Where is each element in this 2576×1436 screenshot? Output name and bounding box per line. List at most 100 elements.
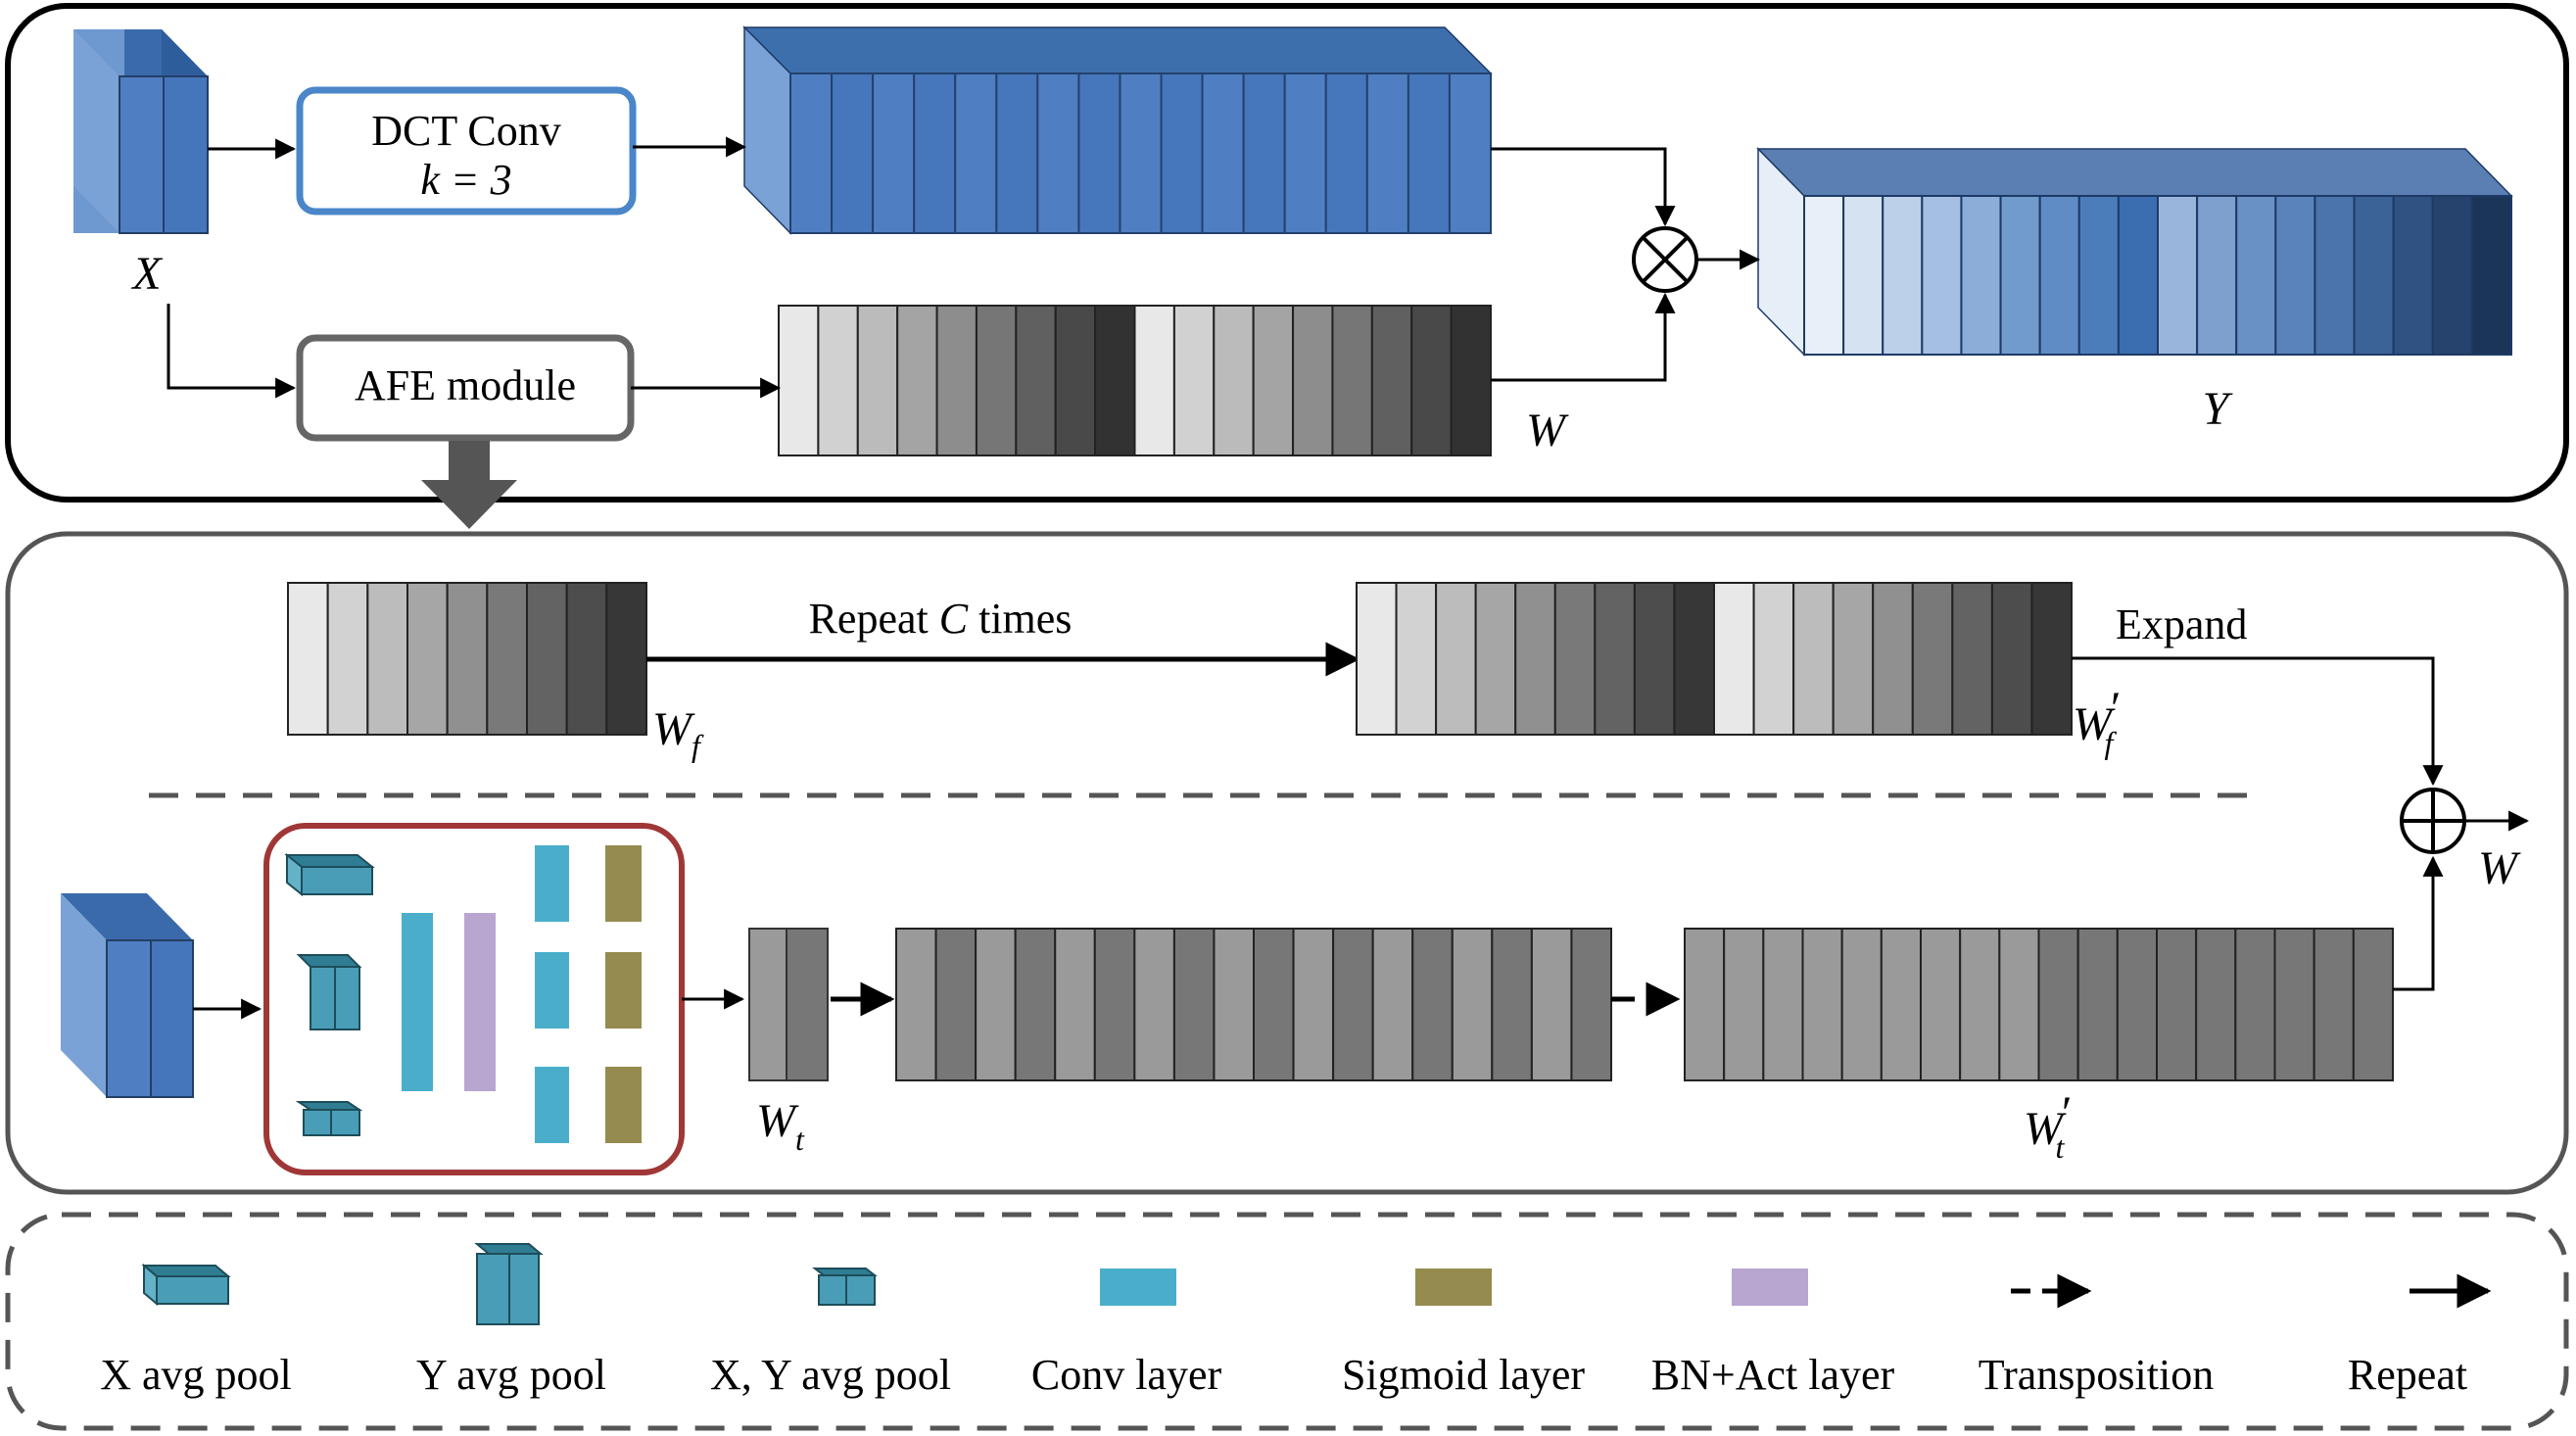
wt-prime-strip [1684,928,2394,1081]
dct-block-top [742,26,1493,74]
afe-output-w-label: W [2478,842,2521,894]
wt-prime-cell [2076,928,2119,1081]
wt-repeated-cell [1054,928,1096,1081]
w-cell [896,305,938,456]
arrow-expand-to-add [2072,656,2444,787]
y-channel [2077,195,2120,356]
y-channel [2274,195,2316,356]
dct-channel [1077,72,1121,234]
wt-prime-cell [1684,928,1726,1081]
wt-prime-cell [1920,928,1962,1081]
wt-prime-cell [1880,928,1923,1081]
legend-label-transposition: Transposition [1979,1351,2214,1399]
wt-strip [748,928,829,1081]
wf-prime-cell [1514,582,1556,736]
legend-frame [5,1212,2569,1431]
dct-channel [1407,72,1451,234]
y-channel [2038,195,2080,356]
weight-w-strip [778,305,1492,456]
y-channel [2235,195,2277,356]
wf-cell [446,582,489,736]
w-cell [975,305,1018,456]
wt-prime-cell [1959,928,2001,1081]
w-cell [1094,305,1136,456]
wf-prime-cell [1872,582,1914,736]
y-channel [2392,195,2434,356]
y-channel [2117,195,2160,356]
y-channel [1960,195,2002,356]
sigmoid-layer-1 [605,845,642,922]
wf-prime-cell [1752,582,1795,736]
wt-repeated-cell [1332,928,1374,1081]
wt-repeated-cell [1093,928,1136,1081]
wf-prime-strip [1356,582,2073,736]
wt-prime-cell [2116,928,2158,1081]
expand-label: Expand [2116,600,2247,648]
wf-cell [486,582,529,736]
wf-cell [565,582,608,736]
w-cell [817,305,859,456]
y-channel [1882,195,1924,356]
wt-repeated-cell [1491,928,1533,1081]
conv-layer-2 [535,952,569,1029]
wt-repeated-cell [1451,928,1494,1081]
weight-w-label: W [1526,405,1569,456]
w-cell [1410,305,1453,456]
wt-repeated-cell [1133,928,1175,1081]
y-channel [1803,195,1845,356]
y-channel [1921,195,1963,356]
output-y-block [1756,147,2513,357]
y-channel [2314,195,2356,356]
x-avg-pool-icon [284,852,375,897]
wt-repeated-cell [1172,928,1216,1081]
wt-prime-label: W′ t [2024,1087,2071,1165]
dct-conv-title: DCT Conv [371,107,561,155]
y-channel [2431,195,2473,356]
wf-prime-cell [1911,582,1954,736]
dct-channel [872,72,916,234]
w-cell [778,305,820,456]
top-panel-frame [5,3,2569,503]
w-cell [1213,305,1255,456]
wt-prime-cell [2313,928,2355,1081]
input-x-block [73,29,209,234]
wt-prime-cell [2234,928,2276,1081]
dct-channel [1242,72,1286,234]
y-block-top [1756,148,2513,197]
wf-prime-cell [1435,582,1477,736]
legend-bn-act-layer-icon [1732,1268,1808,1306]
wf-prime-cell [1951,582,1993,736]
wf-cell [287,582,329,736]
wf-prime-cell [1832,582,1875,736]
legend-label-xy-avg-pool: X, Y avg pool [710,1351,951,1399]
wt-repeated-cell [895,928,937,1081]
wf-prime-label: W′ f [2073,683,2120,760]
conv-layer-1 [535,845,569,922]
dct-channel [1448,72,1492,234]
dct-channel [1119,72,1163,234]
wt-label: Wt [756,1095,805,1157]
bn-act-layer-main [464,913,496,1091]
y-channel [1842,195,1884,356]
legend-label-x-avg-pool: X avg pool [100,1351,292,1399]
wf-cell [326,582,369,736]
wt-repeated-cell [1253,928,1295,1081]
wt-repeated-cell [1570,928,1613,1081]
wf-label: Wf [652,703,704,763]
afe-input-block [61,893,194,1098]
wf-prime-cell [1633,582,1676,736]
legend-label-bn-act-layer: BN+Act layer [1651,1351,1895,1399]
wf-prime-cell [1792,582,1835,736]
y-channel [2157,195,2199,356]
afe-detail-panel-frame [5,531,2569,1195]
wt-prime-cell [1998,928,2040,1081]
dct-channel [1324,72,1368,234]
dct-channel [1365,72,1409,234]
wt-repeated-cell [1530,928,1573,1081]
w-cell [935,305,978,456]
wt-repeated-cell [934,928,978,1081]
legend-x-avg-pool-icon [141,1263,231,1307]
legend-y-avg-pool-icon [474,1243,544,1325]
wf-prime-cell [1395,582,1438,736]
dct-conv-param: k = 3 [420,156,511,204]
